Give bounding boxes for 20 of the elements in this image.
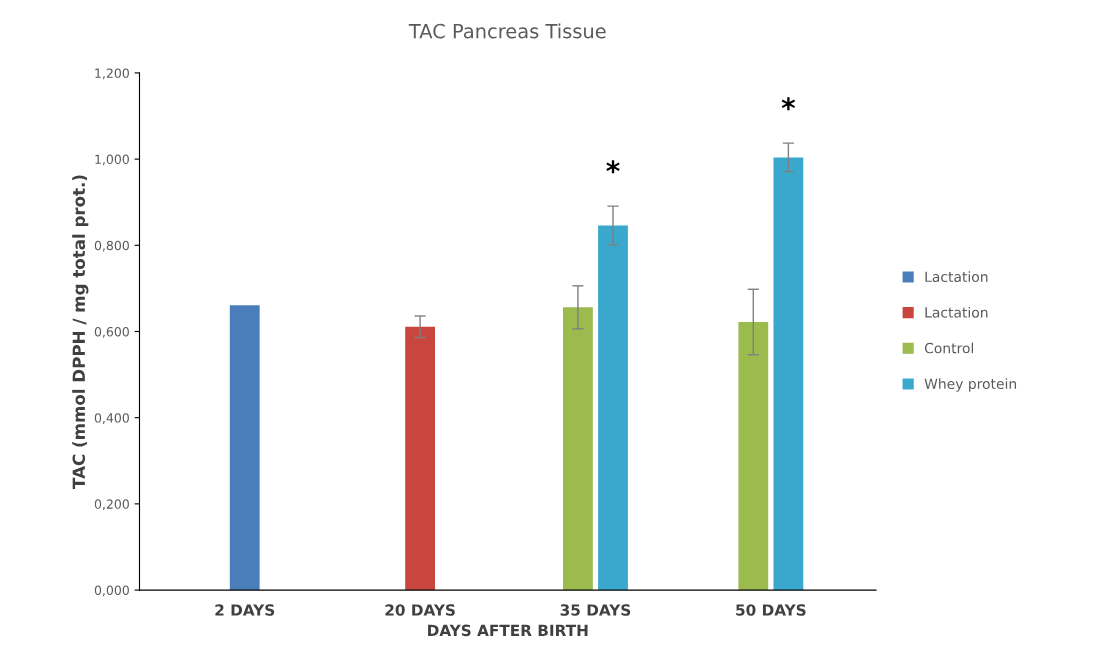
- y-tick-label: 1,000: [95, 154, 129, 166]
- legend-label: Lactation: [925, 271, 988, 283]
- y-tick-label: 0,600: [94, 326, 129, 338]
- x-tick-label: 35 DAYS: [560, 604, 631, 616]
- legend-label: Control: [924, 342, 974, 354]
- y-tick-label: 1,200: [95, 68, 129, 80]
- x-tick-label: 2 DAYS: [215, 604, 275, 616]
- legend-label: Lactation: [925, 306, 988, 318]
- y-tick-label: 0,000: [94, 585, 129, 597]
- y-axis-title: TAC (mmol DPPH / mg total prot.): [72, 175, 89, 489]
- x-tick-label: 20 DAYS: [385, 604, 455, 616]
- y-tick-label: 0,200: [94, 499, 129, 511]
- x-tick-label: 50 DAYS: [736, 604, 806, 616]
- annotation: *: [606, 160, 620, 174]
- chart-title: TAC Pancreas Tissue: [408, 23, 606, 39]
- y-tick-label: 0,400: [94, 413, 129, 424]
- annotation: *: [781, 97, 796, 111]
- y-tick-label: 0,800: [94, 240, 129, 252]
- x-axis-title: DAYS AFTER BIRTH: [428, 624, 588, 637]
- legend-label: Whey protein: [924, 378, 1017, 392]
